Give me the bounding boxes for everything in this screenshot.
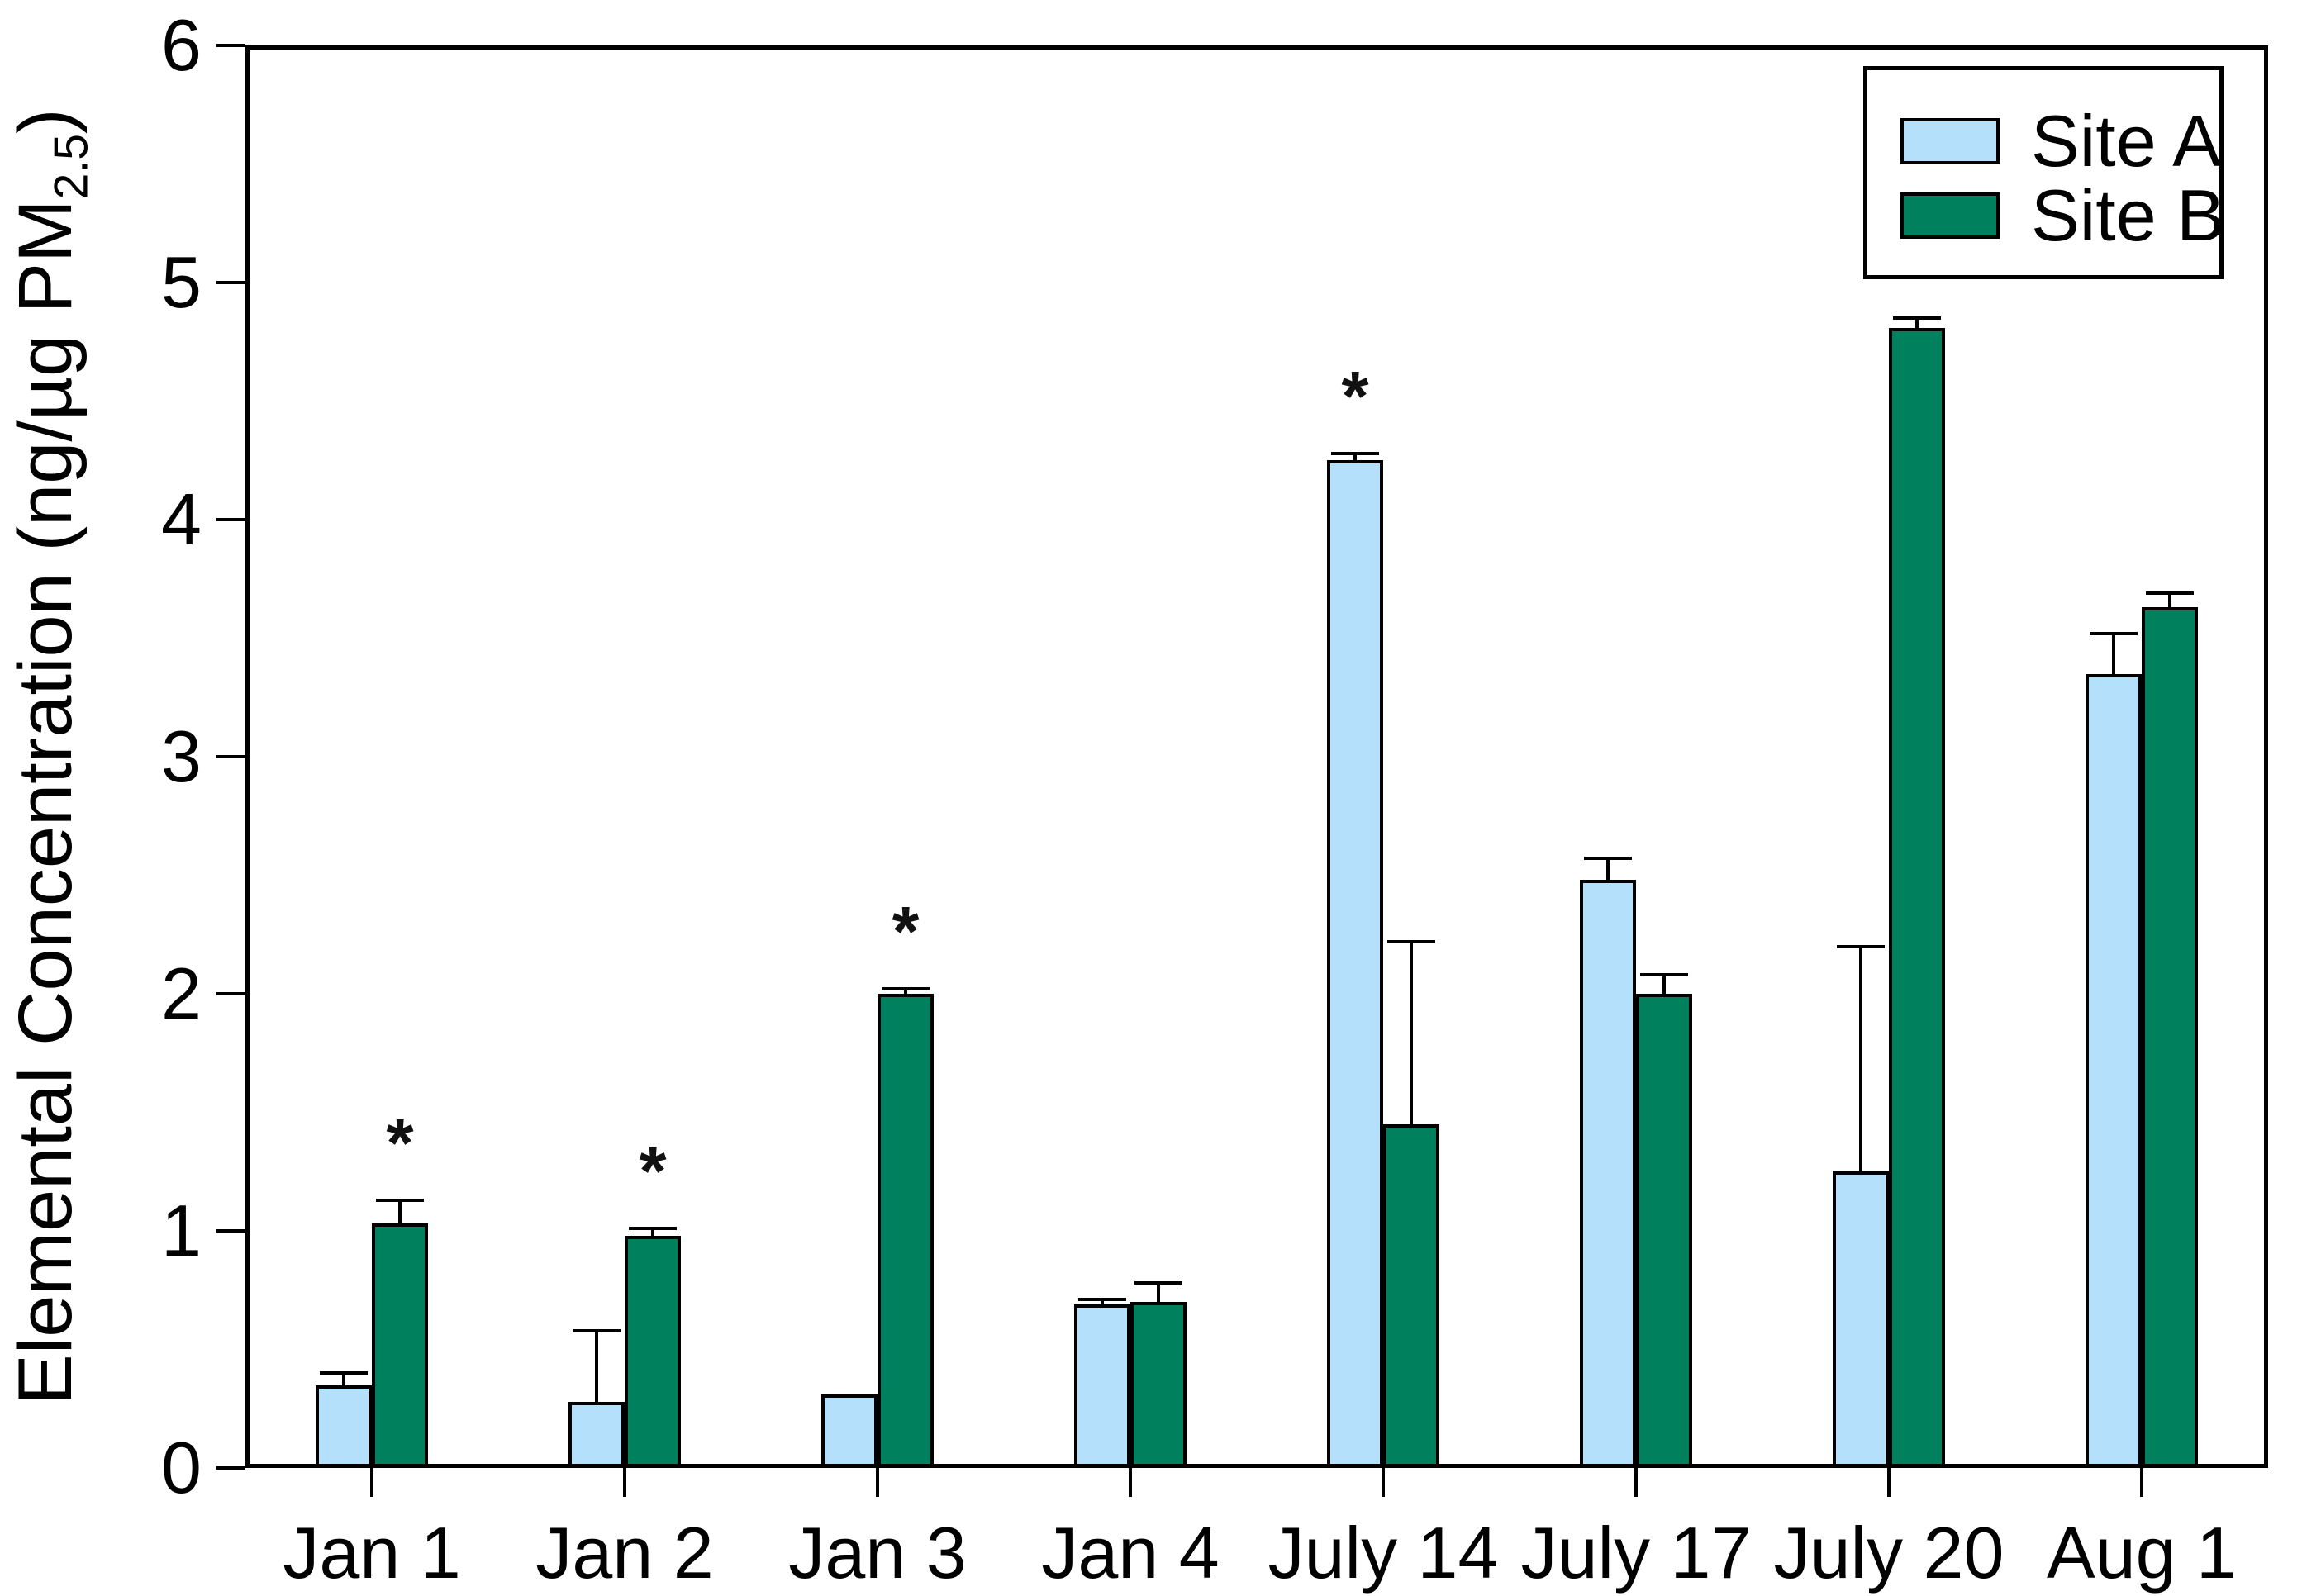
x-axis-tick — [876, 1468, 879, 1497]
bar-site-a-jan-1 — [316, 1385, 372, 1468]
x-axis-tick-label: Jan 3 — [788, 1512, 967, 1594]
bar-site-b-july-17 — [1636, 994, 1692, 1468]
error-bar-cap — [376, 1198, 424, 1202]
error-bar-cap — [1078, 1298, 1126, 1302]
bar-site-b-jan-2 — [625, 1235, 681, 1468]
y-axis-tick — [216, 518, 245, 521]
x-axis-tick-label: Jan 2 — [535, 1512, 714, 1594]
error-bar-cap — [573, 1328, 621, 1332]
y-axis-tick-label: 0 — [161, 1427, 202, 1508]
error-bar-cap — [1893, 316, 1941, 321]
legend-swatch-site-a — [1900, 118, 2000, 164]
y-axis-tick-label: 5 — [161, 241, 202, 323]
error-bar — [1410, 941, 1413, 1124]
error-bar — [1859, 946, 1862, 1172]
y-axis-title-subscript: 2.5 — [45, 134, 98, 200]
significance-asterisk: * — [1341, 357, 1369, 436]
x-axis-tick — [370, 1468, 373, 1497]
x-axis-tick — [1634, 1468, 1638, 1497]
bar-site-b-aug-1 — [2142, 607, 2198, 1468]
bar-site-a-jan-4 — [1074, 1304, 1130, 1468]
x-axis-tick-label: July 20 — [1773, 1512, 2005, 1594]
bar-site-a-aug-1 — [2086, 673, 2142, 1468]
significance-asterisk: * — [386, 1104, 414, 1183]
bar-site-a-july-20 — [1833, 1171, 1889, 1468]
error-bar — [2168, 592, 2171, 608]
x-axis-tick-label: July 14 — [1268, 1512, 1499, 1594]
error-bar-cap — [882, 987, 930, 991]
legend-label-site-b: Site B — [2031, 174, 2225, 256]
bar-site-a-jan-2 — [568, 1401, 625, 1468]
error-bar-cap — [1837, 944, 1885, 948]
x-axis-tick-label: Jan 4 — [1041, 1512, 1220, 1594]
error-bar-cap — [1331, 451, 1379, 455]
bar-site-b-july-20 — [1889, 327, 1945, 1468]
error-bar — [2112, 633, 2115, 674]
bar-site-a-july-17 — [1580, 880, 1636, 1468]
error-bar — [904, 989, 907, 994]
y-axis-tick — [216, 1229, 245, 1233]
error-bar — [1606, 858, 1610, 881]
error-bar — [1662, 975, 1666, 994]
error-bar — [1101, 1299, 1104, 1304]
y-axis-tick-label: 3 — [161, 715, 202, 797]
x-axis-tick — [1887, 1468, 1891, 1497]
error-bar — [1353, 453, 1357, 461]
bar-site-b-jan-4 — [1130, 1302, 1187, 1468]
error-bar — [342, 1373, 345, 1385]
y-axis-tick — [216, 1466, 245, 1470]
y-axis-tick — [216, 44, 245, 47]
significance-asterisk: * — [639, 1133, 667, 1212]
error-bar — [1915, 318, 1919, 328]
y-axis-title-close: ) — [3, 108, 88, 135]
legend-swatch-site-b — [1900, 192, 2000, 239]
y-axis-tick-label: 2 — [161, 952, 202, 1034]
error-bar-cap — [629, 1227, 677, 1231]
error-bar-cap — [1584, 857, 1632, 861]
x-axis-tick — [1382, 1468, 1385, 1497]
bar-site-b-jan-1 — [372, 1223, 428, 1468]
error-bar-cap — [1640, 973, 1688, 977]
bar-site-b-jan-3 — [878, 994, 934, 1468]
y-axis-tick — [216, 281, 245, 284]
plot-area: ***** — [245, 45, 2268, 1468]
x-axis-tick — [2140, 1468, 2143, 1497]
y-axis-tick — [216, 755, 245, 758]
significance-asterisk: * — [892, 893, 920, 972]
error-bar — [595, 1330, 598, 1402]
y-axis-tick-label: 1 — [161, 1190, 202, 1271]
error-bar-cap — [2090, 631, 2138, 635]
legend: Site A Site B — [1863, 66, 2225, 279]
y-axis-tick-label: 4 — [161, 478, 202, 560]
error-bar-cap — [1134, 1281, 1182, 1285]
x-axis-tick-label: Aug 1 — [2047, 1512, 2237, 1594]
y-axis-tick — [216, 992, 245, 995]
bar-site-a-july-14 — [1327, 460, 1383, 1468]
bar-site-b-july-14 — [1383, 1123, 1439, 1468]
legend-label-site-a: Site A — [2031, 100, 2221, 182]
error-bar-cap — [2146, 591, 2194, 595]
error-bar-cap — [320, 1371, 368, 1375]
x-axis-tick-label: Jan 1 — [283, 1512, 461, 1594]
y-axis-tick-label: 6 — [161, 4, 202, 86]
bar-site-a-jan-3 — [821, 1394, 878, 1468]
error-bar-cap — [1387, 939, 1435, 943]
x-axis-tick — [1129, 1468, 1132, 1497]
error-bar — [398, 1199, 402, 1224]
x-axis-tick-label: July 17 — [1520, 1512, 1752, 1594]
error-bar — [1157, 1283, 1160, 1303]
x-axis-tick — [623, 1468, 626, 1497]
error-bar — [651, 1228, 654, 1236]
